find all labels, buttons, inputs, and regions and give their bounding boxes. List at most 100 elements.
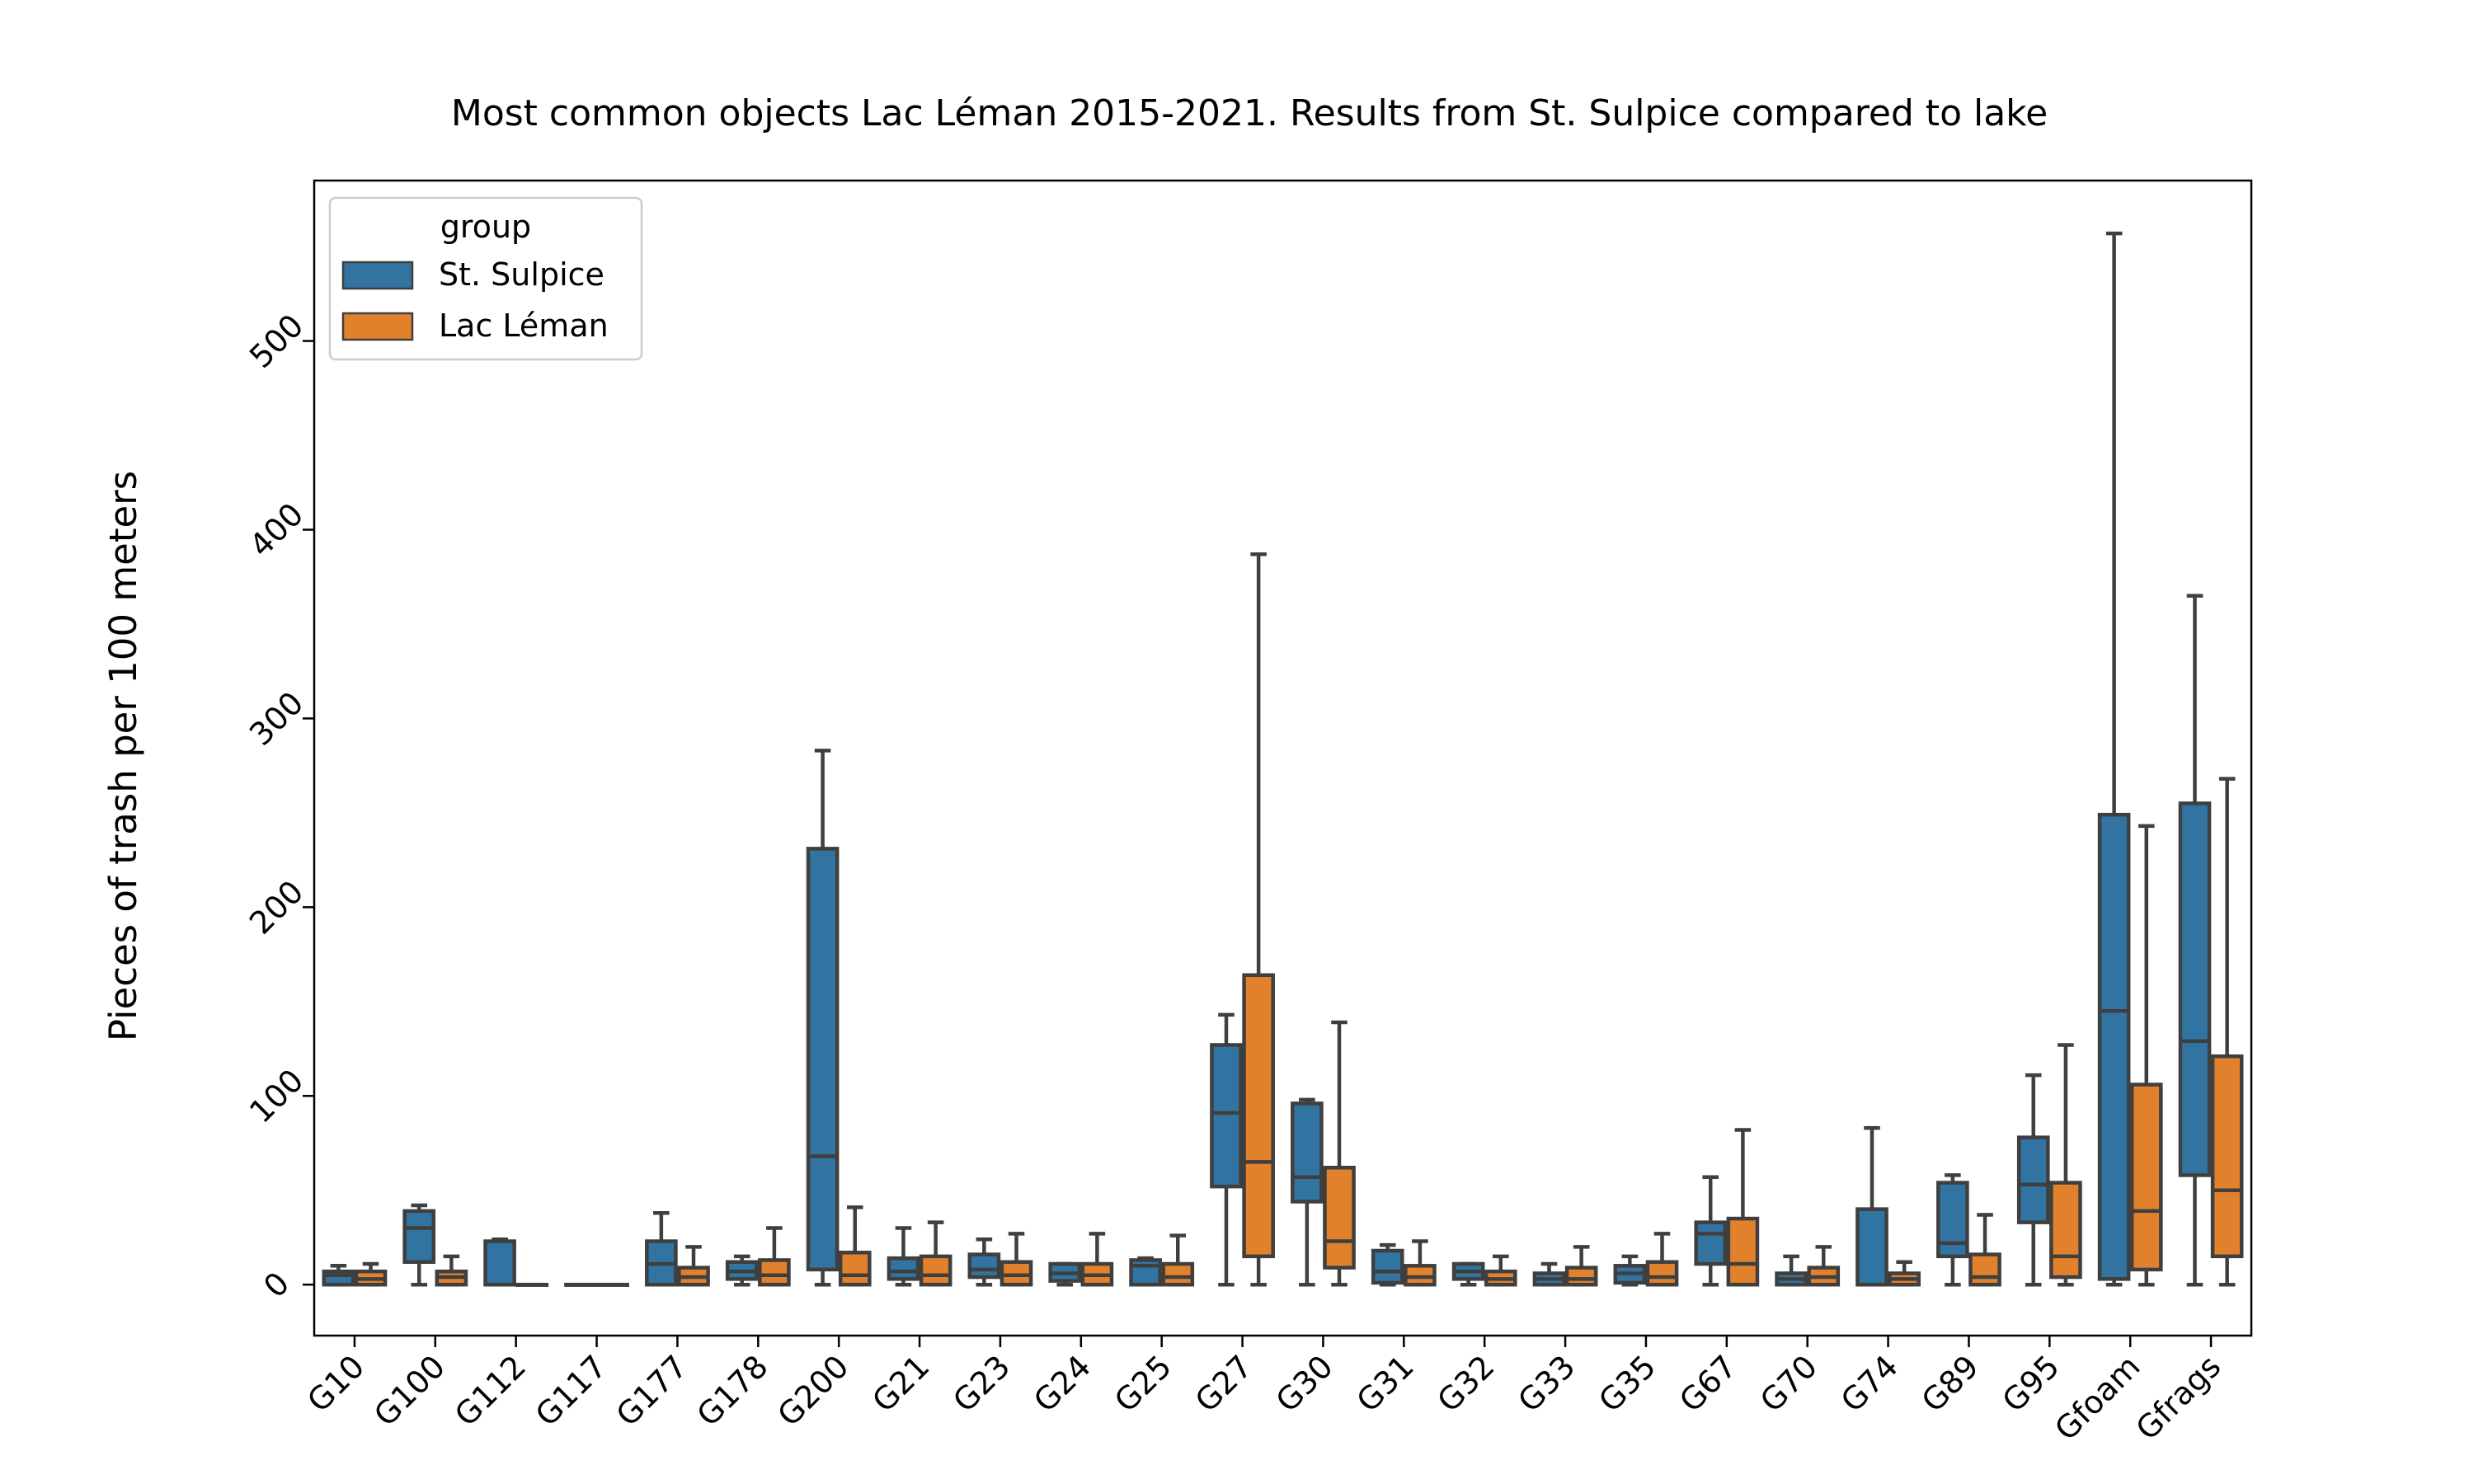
iqr-box xyxy=(1129,1258,1162,1287)
x-tick-label: G112 xyxy=(448,1348,533,1433)
box-lac-l-man-G89 xyxy=(1968,1213,2001,1287)
box-st-sulpice-G31 xyxy=(1371,1242,1404,1287)
box-st-sulpice-G27 xyxy=(1210,1012,1243,1287)
iqr-box xyxy=(887,1256,920,1281)
iqr-box xyxy=(1968,1252,2001,1287)
y-tick-label: 400 xyxy=(242,496,310,564)
iqr-box xyxy=(1936,1181,1969,1259)
legend-swatch-lac-leman xyxy=(341,312,414,341)
iqr-box xyxy=(999,1260,1033,1287)
x-tick-label: G89 xyxy=(1915,1348,1986,1419)
box-lac-l-man-Gfrags xyxy=(2210,777,2244,1287)
iqr-box xyxy=(2049,1181,2082,1280)
legend: group St. Sulpice Lac Léman xyxy=(328,196,643,361)
box-lac-l-man-G117 xyxy=(596,1282,629,1287)
iqr-box xyxy=(919,1254,952,1287)
box-st-sulpice-G10 xyxy=(322,1264,355,1287)
box-lac-l-man-G178 xyxy=(758,1226,791,1287)
x-tick-label: G100 xyxy=(367,1348,452,1433)
x-tick-label: G24 xyxy=(1027,1348,1098,1419)
box-lac-l-man-G23 xyxy=(999,1232,1033,1287)
box-st-sulpice-G100 xyxy=(402,1203,436,1287)
box-lac-l-man-G112 xyxy=(515,1282,549,1287)
x-tick-label: G35 xyxy=(1592,1348,1663,1419)
box-st-sulpice-G178 xyxy=(725,1254,759,1287)
x-tick-label: G25 xyxy=(1108,1348,1178,1419)
x-tick-label: G10 xyxy=(300,1348,371,1419)
iqr-box xyxy=(1161,1261,1195,1287)
box-st-sulpice-G25 xyxy=(1129,1256,1162,1287)
iqr-box xyxy=(2129,1082,2163,1272)
x-tick-label: G33 xyxy=(1511,1348,1582,1419)
box-lac-l-man-G95 xyxy=(2049,1043,2082,1287)
y-tick-label: 100 xyxy=(242,1062,310,1129)
iqr-box xyxy=(1645,1260,1679,1287)
x-tick-label: G32 xyxy=(1430,1348,1501,1419)
box-st-sulpice-G74 xyxy=(1856,1125,1888,1287)
box-st-sulpice-G200 xyxy=(806,749,840,1287)
y-tick-label: 200 xyxy=(242,873,310,941)
box-st-sulpice-G23 xyxy=(967,1237,1001,1287)
x-tick-label: G200 xyxy=(770,1348,855,1433)
plot-frame xyxy=(313,179,2253,1337)
box-lac-l-man-G177 xyxy=(677,1245,710,1287)
box-st-sulpice-Gfrags xyxy=(2178,594,2212,1287)
box-st-sulpice-G117 xyxy=(564,1282,597,1287)
box-lac-l-man-G100 xyxy=(435,1254,468,1287)
x-tick-label: G27 xyxy=(1188,1348,1259,1419)
box-st-sulpice-Gfoam xyxy=(2097,231,2131,1287)
box-st-sulpice-G70 xyxy=(1775,1254,1808,1287)
box-lac-l-man-G74 xyxy=(1888,1260,1921,1287)
y-tick-label: 300 xyxy=(242,684,310,752)
box-lac-l-man-G35 xyxy=(1645,1232,1679,1287)
legend-label-st-sulpice: St. Sulpice xyxy=(439,256,604,293)
x-tick-label: G31 xyxy=(1350,1348,1421,1419)
legend-title: group xyxy=(440,209,531,245)
iqr-box xyxy=(1404,1264,1437,1287)
box-st-sulpice-G21 xyxy=(887,1226,920,1287)
x-tick-label: G67 xyxy=(1672,1348,1743,1419)
iqr-box xyxy=(758,1258,791,1287)
box-st-sulpice-G112 xyxy=(483,1237,516,1287)
iqr-box xyxy=(967,1252,1001,1280)
iqr-box xyxy=(483,1239,516,1287)
x-tick-label: G70 xyxy=(1753,1348,1824,1419)
box-st-sulpice-G33 xyxy=(1532,1261,1566,1287)
box-st-sulpice-G30 xyxy=(1291,1097,1324,1287)
x-tick-label: G177 xyxy=(609,1348,694,1433)
chart-title: Most common objects Lac Léman 2015-2021.… xyxy=(451,92,2048,134)
box-lac-l-man-G32 xyxy=(1484,1254,1517,1287)
x-tick-label: Gfoam xyxy=(2048,1348,2147,1447)
iqr-box xyxy=(1291,1101,1324,1204)
box-lac-l-man-G31 xyxy=(1404,1239,1437,1287)
iqr-box xyxy=(1371,1248,1404,1285)
iqr-box xyxy=(806,847,840,1272)
x-tick-label: G74 xyxy=(1834,1348,1905,1419)
box-lac-l-man-G33 xyxy=(1564,1245,1598,1287)
box-lac-l-man-G67 xyxy=(1726,1128,1760,1287)
iqr-box xyxy=(1210,1043,1243,1189)
plot-area: 0100200300400500G10G100G112G117G177G178G… xyxy=(242,179,2253,1448)
box-st-sulpice-G24 xyxy=(1048,1261,1082,1287)
legend-swatch-st-sulpice xyxy=(341,261,414,290)
box-lac-l-man-G70 xyxy=(1807,1245,1841,1287)
box-lac-l-man-G10 xyxy=(354,1261,388,1287)
box-st-sulpice-G177 xyxy=(645,1210,678,1287)
x-tick-label: G21 xyxy=(865,1348,936,1419)
x-tick-label: G117 xyxy=(529,1348,614,1433)
iqr-box xyxy=(1242,973,1275,1259)
box-st-sulpice-G32 xyxy=(1451,1261,1485,1287)
x-tick-label: G95 xyxy=(1996,1348,2067,1419)
iqr-box xyxy=(838,1251,872,1287)
box-st-sulpice-G35 xyxy=(1613,1254,1647,1287)
iqr-box xyxy=(1856,1207,1888,1287)
iqr-box xyxy=(1564,1266,1598,1287)
iqr-box xyxy=(402,1209,436,1264)
box-lac-l-man-G30 xyxy=(1323,1020,1356,1287)
iqr-box xyxy=(1323,1166,1356,1270)
iqr-box xyxy=(2016,1135,2050,1224)
y-axis-label: Pieces of trash per 100 meters xyxy=(101,471,145,1041)
legend-label-lac-leman: Lac Léman xyxy=(439,308,609,344)
box-st-sulpice-G95 xyxy=(2016,1073,2050,1287)
